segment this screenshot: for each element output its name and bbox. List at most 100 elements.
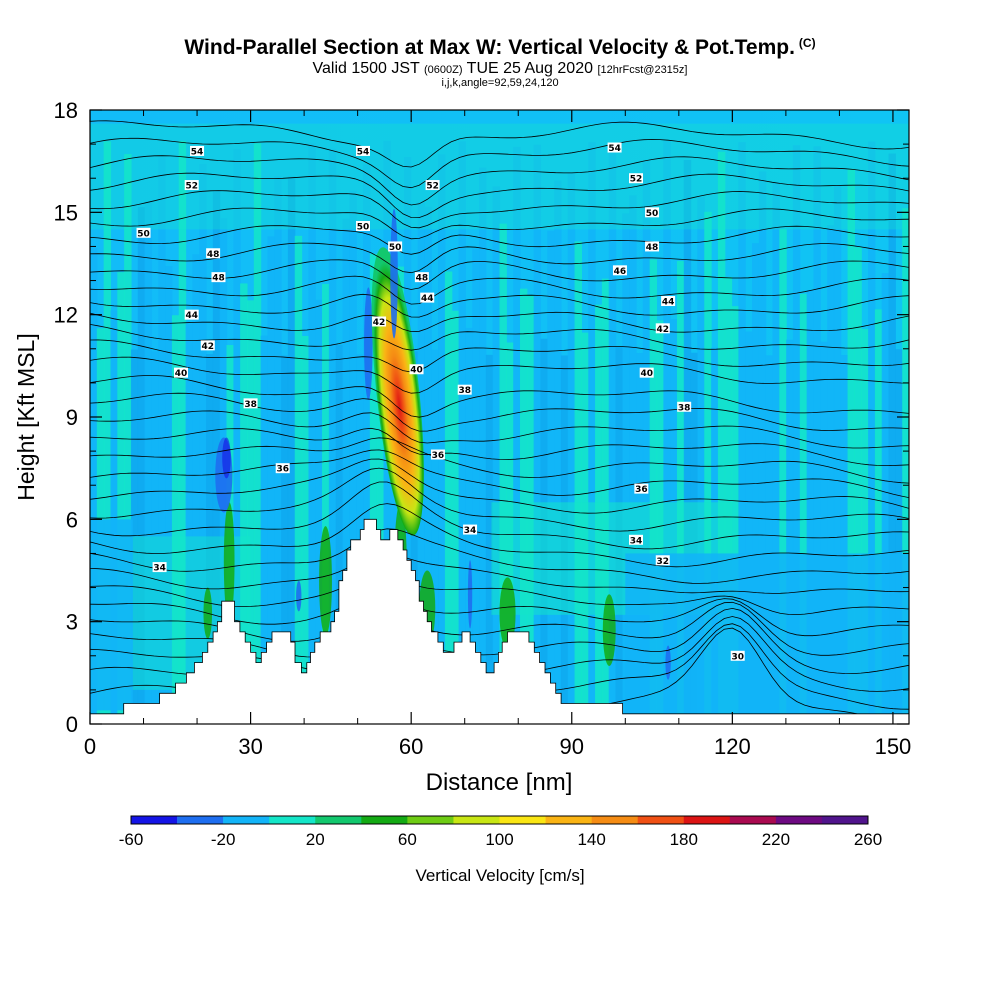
- theta-label-box: [655, 555, 670, 566]
- green-cell: [223, 502, 235, 622]
- theta-label-text: 36: [276, 465, 289, 475]
- theta-contour: [90, 392, 909, 432]
- theta-label: 52: [184, 180, 199, 192]
- theta-label-box: [356, 220, 370, 231]
- theta-label: 38: [243, 398, 258, 410]
- x-tick-label: 30: [238, 734, 262, 759]
- theta-label-box: [136, 227, 151, 238]
- terrain-mask: [90, 518, 909, 724]
- theta-contour: [90, 427, 909, 467]
- green-cell: [499, 577, 516, 649]
- subtitle-utc: (0600Z): [423, 64, 463, 76]
- colorbar-cell: [407, 816, 454, 824]
- field-column: [260, 335, 269, 724]
- theta-label-box: [184, 180, 199, 191]
- field-column: [567, 172, 576, 724]
- x-tick-label: 60: [399, 734, 423, 759]
- field-column: [799, 293, 808, 724]
- theta-label-text: 50: [389, 243, 402, 253]
- theta-label: 38: [457, 384, 472, 396]
- field-column: [322, 283, 330, 724]
- theta-label-box: [414, 272, 429, 283]
- field-column: [847, 168, 855, 724]
- theta-label-box: [211, 272, 226, 283]
- theta-label-box: [730, 650, 745, 661]
- chart-title-unit: (C): [798, 36, 816, 50]
- theta-label: 42: [372, 316, 387, 328]
- theta-label: 42: [200, 340, 215, 352]
- theta-label: 34: [152, 562, 167, 574]
- field-column: [267, 236, 275, 724]
- theta-label: 36: [634, 483, 649, 495]
- theta-label: 34: [463, 524, 478, 536]
- theta-contour: [90, 528, 909, 584]
- x-tick-label: 150: [875, 734, 912, 759]
- theta-label-box: [430, 449, 445, 460]
- field-column: [765, 355, 774, 724]
- field-column: [499, 223, 507, 724]
- field-column: [185, 324, 193, 724]
- field-column: [151, 351, 159, 724]
- theta-label-box: [639, 367, 654, 378]
- theta-label: 38: [677, 401, 692, 413]
- field-column: [792, 145, 801, 724]
- colorbar-cell: [683, 816, 731, 824]
- theta-label-box: [388, 241, 403, 252]
- theta-label-text: 50: [646, 209, 659, 219]
- theta-label-text: 52: [630, 175, 643, 185]
- y-tick-label: 0: [66, 712, 78, 737]
- theta-label: 36: [430, 449, 445, 461]
- theta-contour: [90, 293, 909, 318]
- theta-label-text: 44: [421, 294, 434, 304]
- colorbar-cell: [729, 816, 777, 824]
- theta-label-text: 42: [201, 342, 214, 352]
- theta-label: 48: [645, 241, 660, 253]
- x-tick-label: 0: [84, 734, 96, 759]
- theta-label: 48: [206, 248, 221, 260]
- theta-label-text: 42: [373, 318, 386, 328]
- colorbar-cell: [315, 816, 362, 824]
- colorbar-cell: [775, 816, 823, 824]
- theta-label: 50: [388, 241, 403, 253]
- colorbar-cell: [453, 816, 500, 824]
- theta-label-text: 34: [464, 526, 477, 536]
- chart-subtitle-indices: i,j,k,angle=92,59,24,120: [441, 77, 559, 89]
- chart-title-text: Wind-Parallel Section at Max W: Vertical…: [184, 36, 795, 59]
- theta-contour: [90, 120, 909, 168]
- theta-contour: [90, 375, 909, 418]
- field-column: [649, 259, 658, 724]
- field-column: [833, 185, 842, 724]
- colorbar: -60 -20 20 60 100 140 180 220 260: [119, 815, 882, 849]
- theta-label-box: [457, 384, 472, 395]
- theta-contour: [90, 225, 909, 255]
- theta-label-box: [174, 367, 188, 378]
- theta-label: 36: [275, 463, 290, 475]
- field-column: [861, 329, 869, 724]
- colorbar-cell: [591, 816, 638, 824]
- theta-contour: [90, 155, 909, 206]
- field-column: [342, 218, 350, 724]
- green-cell: [602, 594, 616, 667]
- x-axis-label: Distance [nm]: [426, 769, 573, 796]
- chart-subtitle: Valid 1500 JST (0600Z) TUE 25 Aug 2020 […: [0, 60, 1000, 78]
- colorbar-tick-label: -20: [211, 830, 236, 849]
- field-column: [287, 176, 296, 724]
- theta-label-text: 42: [656, 325, 669, 335]
- updraft-top-downdraft: [390, 208, 398, 339]
- field-column: [158, 157, 166, 724]
- theta-label-box: [420, 292, 435, 303]
- theta-label-text: 44: [662, 298, 675, 308]
- colorbar-tick-label: -60: [119, 830, 144, 849]
- field-column: [745, 331, 753, 724]
- field-column: [574, 241, 582, 724]
- field-column: [444, 271, 453, 724]
- field-column: [683, 160, 692, 724]
- field-column: [779, 229, 787, 724]
- theta-label: 48: [211, 272, 226, 284]
- field-column: [472, 248, 480, 724]
- theta-label-text: 52: [426, 182, 439, 192]
- theta-label-box: [184, 309, 199, 320]
- theta-contour: [90, 275, 909, 305]
- field-column: [485, 354, 494, 724]
- field-column: [328, 148, 337, 724]
